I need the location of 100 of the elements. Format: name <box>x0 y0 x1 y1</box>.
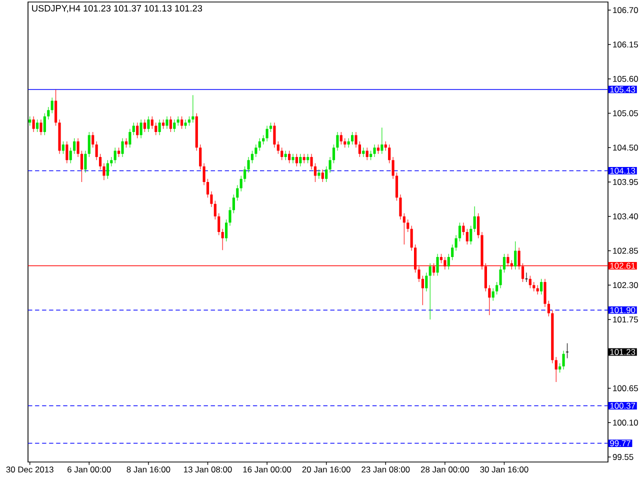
candlestick <box>344 138 346 148</box>
candlestick <box>40 119 42 136</box>
candlestick <box>440 254 443 264</box>
candlestick <box>50 97 54 114</box>
y-tick-label: 102.85 <box>613 248 638 254</box>
candlestick <box>244 166 246 182</box>
y-tick-label: 100.10 <box>613 420 638 426</box>
candlestick <box>366 147 368 160</box>
candlestick <box>336 132 339 152</box>
candlestick <box>258 138 261 152</box>
candlestick <box>362 147 365 158</box>
candlestick <box>454 234 458 252</box>
candlestick <box>410 225 413 252</box>
x-tick-label: 28 Jan 00:00 <box>420 466 469 472</box>
candlestick <box>262 134 265 145</box>
candlestick <box>140 119 142 139</box>
y-tick-label: 106.15 <box>613 42 638 48</box>
candlestick <box>273 122 276 148</box>
candlestick <box>328 156 332 173</box>
candlestick <box>299 154 302 167</box>
candlestick <box>462 222 465 236</box>
candlestick <box>292 154 294 164</box>
candlestick <box>280 147 284 160</box>
candlestick <box>502 254 506 273</box>
y-tick-label: 106.70 <box>613 7 638 14</box>
candlestick <box>310 154 313 170</box>
ref-line-label: 100.37 <box>610 402 636 409</box>
candlestick <box>98 154 102 170</box>
candlestick <box>306 154 310 164</box>
y-tick-label: 103.95 <box>613 179 638 185</box>
candlestick <box>106 160 109 180</box>
candlestick <box>492 288 494 302</box>
candlestick <box>180 116 184 130</box>
y-tick-label: 102.30 <box>613 282 638 288</box>
y-tick-label: 105.60 <box>613 76 638 82</box>
candlestick <box>32 116 35 132</box>
candlestick <box>124 138 128 148</box>
candlestick <box>428 262 432 320</box>
candlestick <box>102 162 106 180</box>
candlestick <box>384 141 387 152</box>
candlestick <box>332 144 336 164</box>
x-tick-label: 30 Jan 16:00 <box>480 466 528 472</box>
x-tick-label: 23 Jan 08:00 <box>362 466 410 472</box>
candlestick <box>314 162 317 182</box>
candlestick <box>544 278 546 308</box>
candlestick <box>36 119 39 132</box>
candlestick <box>370 150 372 160</box>
candlestick <box>496 282 498 295</box>
candlestick <box>354 132 358 148</box>
candlestick <box>321 169 324 182</box>
candlestick <box>66 141 68 164</box>
candlestick <box>162 119 165 130</box>
candlestick <box>402 212 406 245</box>
candlestick <box>206 178 210 198</box>
candlestick <box>254 144 258 158</box>
candlestick <box>132 122 135 136</box>
candlestick <box>288 150 291 164</box>
x-tick-label: 16 Jan 00:00 <box>243 466 292 472</box>
candlestick <box>347 138 350 148</box>
candlestick <box>488 284 491 316</box>
candlestick <box>136 122 139 139</box>
candlestick <box>436 254 439 276</box>
candlestick <box>476 212 480 239</box>
candlestick <box>28 116 32 126</box>
ref-line-label: 104.13 <box>610 168 636 174</box>
text: 101.23 <box>610 349 636 355</box>
candlestick <box>240 175 242 192</box>
candlestick <box>466 228 468 245</box>
candlestick <box>266 125 268 142</box>
candlestick <box>232 194 235 214</box>
candlestick <box>184 119 187 130</box>
ref-line-label: 102.61 <box>610 262 636 269</box>
candlestick <box>43 112 46 136</box>
y-tick-label: 100.65 <box>613 385 638 392</box>
candlestick <box>395 172 398 202</box>
candlestick <box>536 284 539 295</box>
candlestick <box>392 156 394 180</box>
candlestick <box>84 150 87 173</box>
candlestick <box>406 219 410 232</box>
candlestick <box>421 275 424 306</box>
candlestick <box>554 356 558 382</box>
candlestick <box>154 122 158 136</box>
candlestick <box>199 144 202 170</box>
candlestick <box>221 228 224 250</box>
candlestick <box>380 127 384 154</box>
chart-title: USDJPY,H4 101.23 101.37 101.13 101.23 <box>32 5 202 13</box>
candlestick <box>214 200 216 220</box>
y-tick-label: 99.55 <box>612 454 634 460</box>
candlestick <box>228 206 232 226</box>
candlestick <box>284 150 287 160</box>
candlestick <box>47 106 50 120</box>
candlestick <box>173 119 176 132</box>
y-tick-label: 101.75 <box>613 316 638 322</box>
ref-line-label: 101.90 <box>610 307 636 314</box>
candlestick <box>88 132 90 158</box>
y-tick-label: 103.40 <box>613 213 638 220</box>
candlestick <box>192 94 194 123</box>
candlestick <box>250 150 254 164</box>
candlestick <box>188 116 191 126</box>
candlestick <box>269 122 272 132</box>
